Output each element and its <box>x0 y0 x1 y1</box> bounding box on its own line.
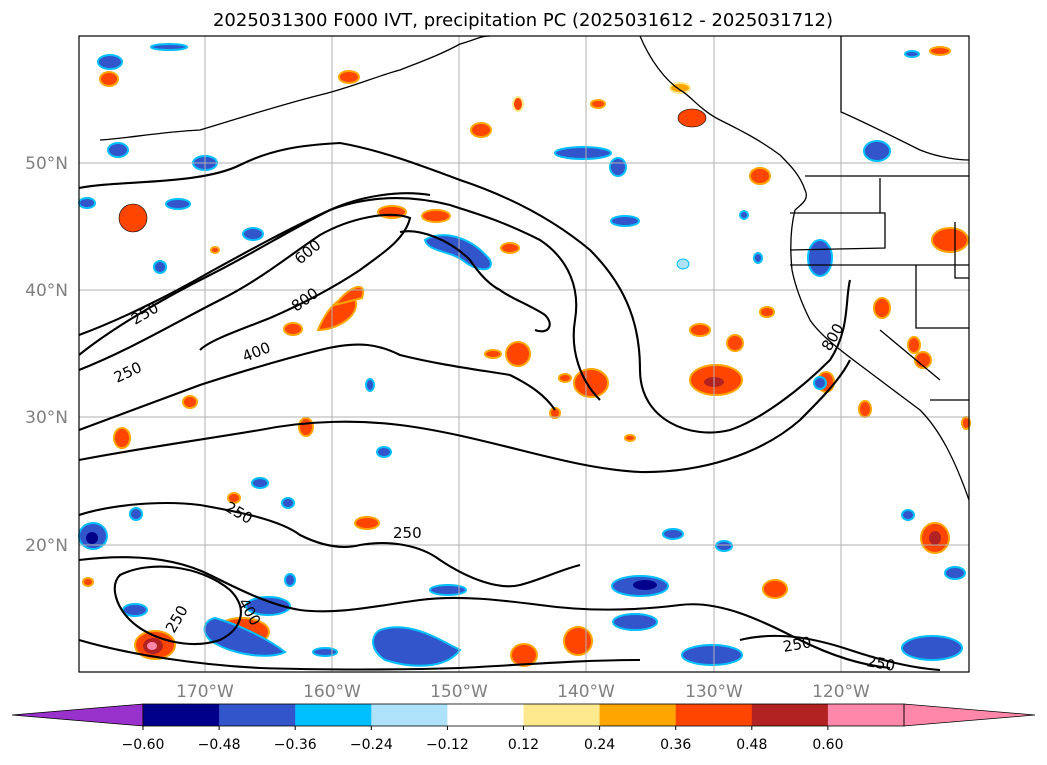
colorbar-under-arrow <box>11 703 144 727</box>
colorbar-tick-label: 0.48 <box>736 737 767 753</box>
colorbar-tick-label: 0.36 <box>660 737 691 753</box>
contour-label: 250 <box>865 652 896 675</box>
colorbar-tick-label: 0.24 <box>584 737 615 753</box>
map-frame <box>78 35 970 673</box>
lon-axis: 170°W 160°W 150°W 140°W 130°W 120°W <box>176 682 870 702</box>
colorbar-swatch <box>219 704 296 726</box>
lon-label: 120°W <box>812 682 870 702</box>
map-panel: 250 250 400 600 800 250 250 400 250 250 … <box>78 35 971 675</box>
colorbar-tick-label: 0.12 <box>508 737 539 753</box>
colorbar-swatch <box>447 704 524 726</box>
contour-label: 250 <box>393 524 422 542</box>
lon-label: 160°W <box>303 682 361 702</box>
colorbar-swatch <box>751 704 829 726</box>
colorbar-swatches <box>11 703 1036 727</box>
ivt-contours <box>78 141 941 672</box>
colorbar-over-arrow <box>903 703 1036 727</box>
colorbar-swatch <box>523 704 601 726</box>
lon-label: 130°W <box>685 682 743 702</box>
colorbar-ticks: −0.60 −0.48 −0.36 −0.24 −0.12 0.12 0.24 0.36 0.4… <box>122 726 843 753</box>
coastlines <box>99 35 970 501</box>
colorbar-swatch <box>371 704 448 726</box>
lon-label: 140°W <box>557 682 615 702</box>
colorbar-tick-label: −0.36 <box>274 737 317 753</box>
colorbar-tick-label: 0.60 <box>812 737 843 753</box>
colorbar-tick-label: −0.12 <box>426 737 469 753</box>
colorbar-swatch <box>827 704 905 726</box>
lat-axis: 50°N 40°N 30°N 20°N <box>25 154 68 556</box>
colorbar-tick-label: −0.60 <box>122 737 165 753</box>
colorbar-swatch <box>675 704 753 726</box>
figure-title: 2025031300 F000 IVT, precipitation PC (2… <box>213 10 833 31</box>
colorbar-swatch <box>599 704 677 726</box>
colorbar-swatch <box>143 704 220 726</box>
lat-label: 40°N <box>25 281 68 301</box>
lat-label: 50°N <box>25 154 68 174</box>
colorbar-tick-label: −0.48 <box>198 737 241 753</box>
lat-label: 30°N <box>25 408 68 428</box>
gridlines <box>79 36 969 672</box>
colorbar: −0.60 −0.48 −0.36 −0.24 −0.12 0.12 0.24 0.36 0.4… <box>11 703 1036 753</box>
colorbar-swatch <box>295 704 372 726</box>
colorbar-tick-label: −0.24 <box>350 737 393 753</box>
lon-label: 170°W <box>176 682 234 702</box>
lon-label: 150°W <box>430 682 488 702</box>
contour-label: 250 <box>782 633 813 656</box>
lat-label: 20°N <box>25 536 68 556</box>
